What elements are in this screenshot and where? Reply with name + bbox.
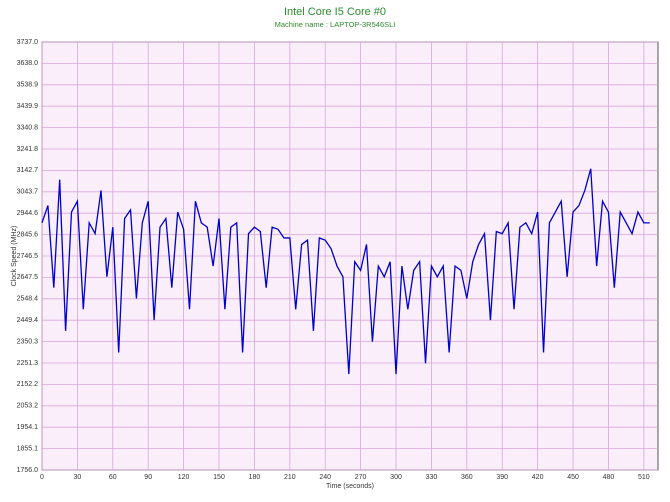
- x-axis-label: Time (seconds): [326, 483, 374, 490]
- x-tick-label: 510: [638, 474, 650, 481]
- x-tick-label: 30: [74, 474, 82, 481]
- y-tick-label: 3043.7: [17, 189, 39, 196]
- y-tick-label: 1756.0: [17, 467, 39, 474]
- data-line: [41, 168, 650, 375]
- y-tick-label: 2350.3: [17, 338, 39, 345]
- x-tick-label: 270: [355, 474, 367, 481]
- y-tick-label: 3439.9: [17, 103, 39, 110]
- y-tick-label: 2845.6: [17, 231, 39, 238]
- chart-title: Intel Core I5 Core #0: [284, 6, 386, 18]
- x-tick-label: 240: [319, 474, 331, 481]
- y-tick-label: 3737.0: [17, 39, 39, 46]
- y-tick-label: 1855.1: [17, 445, 39, 452]
- y-tick-label: 2548.4: [17, 296, 39, 303]
- y-tick-label: 3340.8: [17, 124, 39, 131]
- y-axis-label: Clock Speed (MHz): [11, 226, 18, 287]
- y-tick-label: 2251.3: [17, 360, 39, 367]
- y-tick-label: 2647.5: [17, 274, 39, 281]
- y-tick-label: 2944.6: [17, 210, 39, 217]
- x-tick-label: 360: [461, 474, 473, 481]
- y-tick-label: 3638.0: [17, 60, 39, 67]
- y-tick-label: 3142.7: [17, 167, 39, 174]
- y-tick-label: 2746.5: [17, 253, 39, 260]
- x-tick-label: 120: [178, 474, 190, 481]
- y-tick-label: 3241.8: [17, 146, 39, 153]
- x-tick-label: 300: [390, 474, 402, 481]
- x-tick-label: 150: [213, 474, 225, 481]
- chart-subtitle: Machine name : LAPTOP-3R546SLI: [275, 20, 396, 29]
- x-tick-label: 210: [284, 474, 296, 481]
- x-tick-label: 480: [603, 474, 615, 481]
- x-tick-label: 90: [144, 474, 152, 481]
- y-tick-label: 2152.2: [17, 381, 39, 388]
- y-tick-label: 3538.9: [17, 82, 39, 89]
- y-tick-label: 2053.2: [17, 403, 39, 410]
- x-tick-label: 450: [567, 474, 579, 481]
- x-tick-label: 0: [40, 474, 44, 481]
- x-tick-label: 390: [496, 474, 508, 481]
- x-tick-label: 330: [426, 474, 438, 481]
- y-tick-label: 2449.4: [17, 317, 39, 324]
- y-tick-label: 1954.1: [17, 424, 39, 431]
- x-tick-label: 420: [532, 474, 544, 481]
- x-tick-label: 60: [109, 474, 117, 481]
- x-tick-label: 180: [249, 474, 261, 481]
